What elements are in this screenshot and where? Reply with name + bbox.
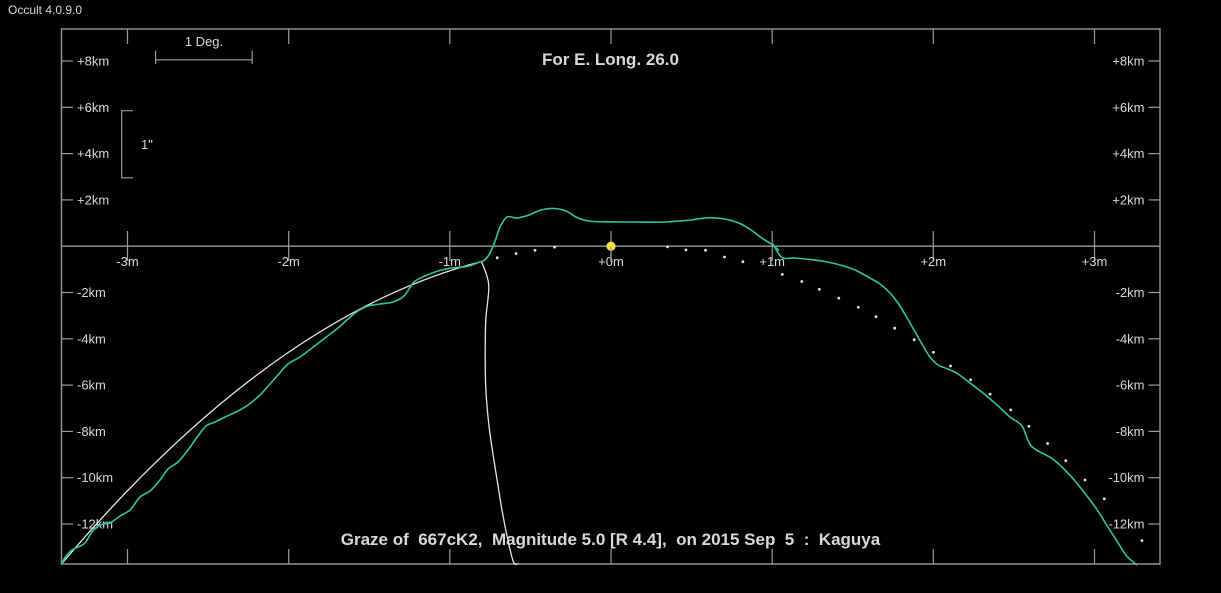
svg-text:-2m: -2m (278, 254, 300, 269)
svg-text:-6km: -6km (77, 378, 106, 393)
svg-text:For E. Long. 26.0: For E. Long. 26.0 (542, 50, 679, 69)
svg-text:-10km: -10km (1108, 470, 1144, 485)
svg-text:1 Deg.: 1 Deg. (185, 34, 223, 49)
svg-text:+3m: +3m (1082, 254, 1108, 269)
svg-text:-3m: -3m (116, 254, 138, 269)
svg-text:+6km: +6km (77, 100, 109, 115)
svg-text:+2km: +2km (77, 192, 109, 207)
svg-text:+4km: +4km (77, 146, 109, 161)
svg-text:-10km: -10km (77, 470, 113, 485)
svg-text:-4km: -4km (77, 331, 106, 346)
svg-text:+8km: +8km (77, 54, 109, 69)
svg-text:-2km: -2km (1116, 285, 1145, 300)
svg-text:-2km: -2km (77, 285, 106, 300)
svg-text:+2km: +2km (1112, 192, 1144, 207)
svg-text:Graze of 667cK2, Magnitude 5: Graze of 667cK2, Magnitude 5.0 [R 4.4], … (341, 530, 881, 549)
svg-text:+4km: +4km (1112, 146, 1144, 161)
svg-text:1": 1" (141, 137, 153, 152)
svg-text:-8km: -8km (1116, 424, 1145, 439)
svg-text:-8km: -8km (77, 424, 106, 439)
svg-text:+2m: +2m (920, 254, 946, 269)
svg-text:Occult 4.0.9.0: Occult 4.0.9.0 (8, 3, 82, 17)
svg-text:+8km: +8km (1112, 54, 1144, 69)
svg-text:-4km: -4km (1116, 331, 1145, 346)
svg-text:+6km: +6km (1112, 100, 1144, 115)
svg-text:-6km: -6km (1116, 378, 1145, 393)
svg-text:-12km: -12km (1108, 517, 1144, 532)
